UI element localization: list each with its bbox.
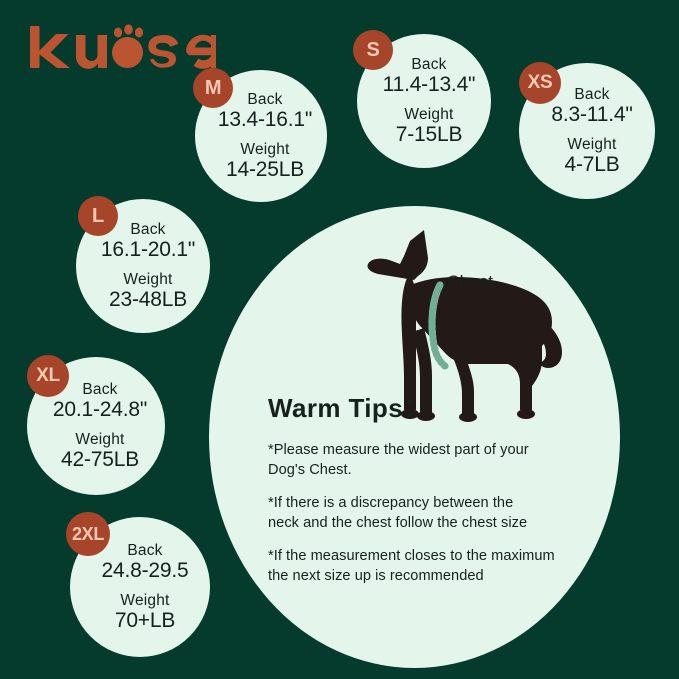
bubble-text: Back 13.4-16.1" Weight 14-25LB	[195, 70, 327, 202]
weight-label: Weight	[567, 135, 617, 153]
back-value: 8.3-11.4"	[551, 102, 633, 126]
weight-value: 7-15LB	[395, 122, 463, 146]
weight-value: 14-25LB	[226, 157, 304, 181]
bubble-text: Back 20.1-24.8" Weight 42-75LB	[27, 357, 165, 495]
kuoser-wordmark-icon	[30, 24, 230, 69]
weight-value: 42-75LB	[61, 447, 139, 471]
main-content-circle	[209, 206, 620, 668]
bubble-text: Back 11.4-13.4" Weight 7-15LB	[357, 34, 491, 168]
size-bubble-2xl[interactable]: Back 24.8-29.5 Weight 70+LB	[70, 517, 210, 657]
dog-silhouette-illustration	[348, 228, 588, 428]
weight-value: 23-48LB	[109, 287, 187, 311]
weight-label: Weight	[123, 270, 173, 288]
size-badge-l[interactable]: L	[78, 196, 118, 236]
back-label: Back	[411, 55, 447, 73]
size-badge-xs[interactable]: XS	[519, 62, 561, 104]
weight-label: Weight	[404, 105, 454, 123]
weight-label: Weight	[120, 591, 170, 609]
bubble-text: Back 8.3-11.4" Weight 4-7LB	[519, 63, 655, 199]
back-value: 24.8-29.5	[101, 558, 189, 582]
warm-tip-1: *Please measure the widest part of your …	[268, 442, 529, 478]
dog-side-view-icon	[367, 230, 562, 422]
back-label: Back	[574, 85, 610, 103]
warm-tip-3: *If the measurement closes to the maximu…	[268, 548, 555, 584]
back-label: Back	[130, 220, 166, 238]
warm-tips-section: Warm Tips： *Please measure the widest pa…	[268, 388, 608, 586]
back-label: Back	[82, 380, 118, 398]
measuring-tape-icon	[428, 281, 449, 370]
back-value: 16.1-20.1"	[100, 237, 196, 261]
bubble-text: Back 24.8-29.5 Weight 70+LB	[70, 517, 210, 657]
back-label: Back	[247, 90, 283, 108]
size-badge-s[interactable]: S	[353, 30, 393, 70]
back-label: Back	[127, 541, 163, 559]
size-badge-2xl[interactable]: 2XL	[66, 512, 110, 556]
brand-logo	[26, 24, 230, 70]
bubble-text: Back 16.1-20.1" Weight 23-48LB	[76, 199, 210, 333]
back-value: 20.1-24.8"	[52, 397, 148, 421]
weight-value: 4-7LB	[564, 152, 620, 176]
chest-label: Chest	[447, 272, 494, 291]
size-badge-xl[interactable]: XL	[27, 355, 69, 397]
weight-label: Weight	[240, 140, 290, 158]
warm-tips-heading: Warm Tips：	[268, 393, 430, 423]
back-value: 13.4-16.1"	[217, 107, 313, 131]
weight-value: 70+LB	[114, 608, 176, 632]
size-badge-m[interactable]: M	[193, 68, 233, 108]
back-value: 11.4-13.4"	[382, 72, 476, 96]
warm-tip-2: *If there is a discrepancy between the n…	[268, 495, 528, 531]
weight-label: Weight	[75, 430, 125, 448]
